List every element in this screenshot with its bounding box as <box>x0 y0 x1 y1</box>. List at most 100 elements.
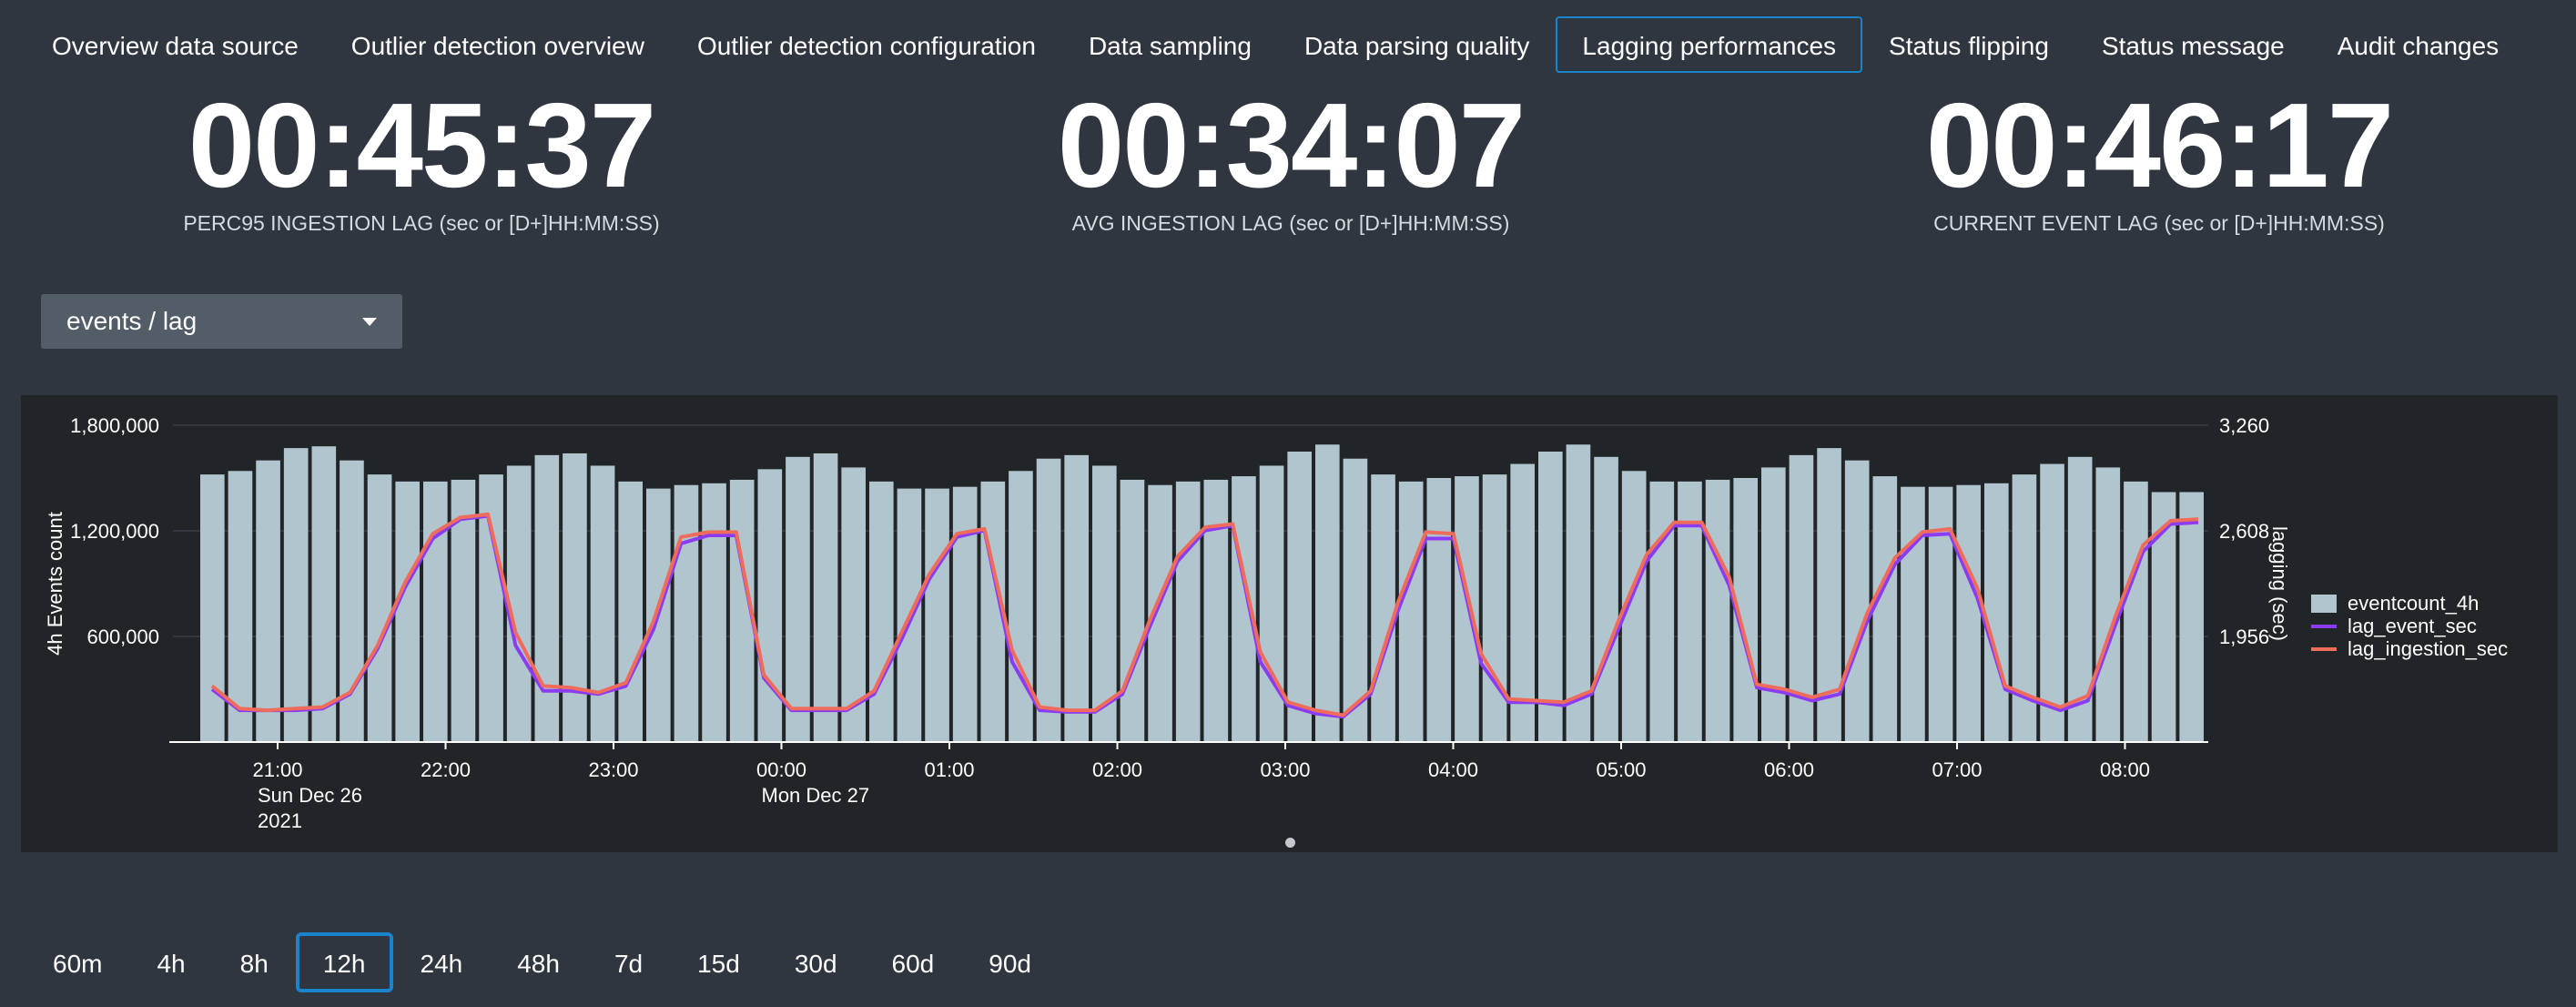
bar-eventcount <box>1259 465 1284 742</box>
bar-eventcount <box>1455 476 1479 742</box>
kpi-current-event-lag: 00:46:17 CURRENT EVENT LAG (sec or [D+]H… <box>1795 82 2523 237</box>
bar-eventcount <box>952 486 978 742</box>
range-24h-button[interactable]: 24h <box>420 950 463 978</box>
tab-data-sampling[interactable]: Data sampling <box>1088 32 1252 60</box>
bar-eventcount <box>1287 452 1312 742</box>
y-tick-label: 1,200,000 <box>70 520 159 543</box>
legend-item-lag-ingestion[interactable]: lag_ingestion_sec <box>2311 637 2508 660</box>
bar-eventcount <box>1649 481 1675 742</box>
y2-tick-label: 2,608 <box>2219 520 2269 543</box>
kpi-label: CURRENT EVENT LAG (sec or [D+]HH:MM:SS) <box>1933 211 2385 235</box>
bar-eventcount <box>1398 481 1424 742</box>
legend-label: eventcount_4h <box>2348 592 2480 615</box>
bar-eventcount <box>1482 474 1507 742</box>
bar-eventcount <box>423 481 448 742</box>
bar-eventcount <box>813 453 838 742</box>
range-12h-button[interactable]: 12h <box>295 932 393 992</box>
y-tick-label: 1,800,000 <box>70 414 159 437</box>
range-90d-button[interactable]: 90d <box>989 950 1031 978</box>
chevron-down-icon <box>362 317 377 326</box>
range-60d-button[interactable]: 60d <box>891 950 935 978</box>
bar-eventcount <box>1120 479 1145 742</box>
x-tick-label: 01:00 <box>924 758 974 781</box>
x-tick-label: 02:00 <box>1092 758 1142 781</box>
bar-eventcount <box>1705 479 1730 742</box>
bar-eventcount <box>869 481 894 742</box>
bar-eventcount <box>618 481 643 742</box>
legend-item-lag-event[interactable]: lag_event_sec <box>2311 615 2508 637</box>
x-tick-label: 22:00 <box>421 758 471 781</box>
bar-eventcount <box>1928 486 1953 742</box>
y2-tick-label: 1,956 <box>2219 626 2269 648</box>
bar-eventcount <box>200 474 225 742</box>
tab-outlier-detection-overview[interactable]: Outlier detection overview <box>350 32 644 60</box>
y2-axis-title: lagging (sec) <box>2268 526 2291 641</box>
bar-eventcount <box>2179 492 2204 742</box>
tab-status-message[interactable]: Status message <box>2101 32 2285 60</box>
kpi-label: PERC95 INGESTION LAG (sec or [D+]HH:MM:S… <box>183 211 660 235</box>
kpi-value: 00:34:07 <box>1057 78 1526 212</box>
time-range-selector: 60m 4h 8h 12h 24h 48h 7d 15d 30d 60d 90d <box>25 932 1059 992</box>
legend-label: lag_ingestion_sec <box>2348 637 2509 660</box>
x-tick-label: 08:00 <box>2100 758 2150 781</box>
bar-eventcount <box>311 446 337 742</box>
range-15d-button[interactable]: 15d <box>697 950 740 978</box>
range-7d-button[interactable]: 7d <box>614 950 644 978</box>
bar-eventcount <box>256 460 280 742</box>
bar-eventcount <box>1510 463 1535 742</box>
bar-eventcount <box>786 456 810 742</box>
tab-data-parsing-quality[interactable]: Data parsing quality <box>1303 32 1530 60</box>
range-4h-button[interactable]: 4h <box>157 950 186 978</box>
bar-eventcount <box>757 469 783 742</box>
tab-audit-changes[interactable]: Audit changes <box>2337 32 2500 60</box>
bar-eventcount <box>1761 467 1786 742</box>
y-axis-title: 4h Events count <box>44 512 66 656</box>
bar-eventcount <box>925 488 949 742</box>
chart-mode-dropdown[interactable]: events / lag <box>41 294 402 349</box>
bar-eventcount <box>340 460 364 742</box>
tab-status-flipping[interactable]: Status flipping <box>1889 32 2049 60</box>
bar-eventcount <box>506 465 532 742</box>
tab-overview-data-source[interactable]: Overview data source <box>52 32 299 60</box>
bar-eventcount <box>2095 467 2121 742</box>
x-tick-date: Sun Dec 26 <box>258 784 362 807</box>
dropdown-selected-value: events / lag <box>66 307 198 335</box>
kpi-value: 00:45:37 <box>188 78 656 212</box>
bar-eventcount <box>283 448 309 742</box>
range-30d-button[interactable]: 30d <box>794 950 837 978</box>
bar-eventcount <box>1844 460 1870 742</box>
bar-eventcount <box>1901 486 1925 742</box>
bar-eventcount <box>1371 474 1395 742</box>
lag-chart-panel: 1,800,000 1,200,000 600,000 3,260 2,608 1,956… <box>21 395 2558 852</box>
bar-eventcount <box>1538 452 1563 742</box>
y2-tick-label: 3,260 <box>2219 414 2269 437</box>
kpi-label: AVG INGESTION LAG (sec or [D+]HH:MM:SS) <box>1071 211 1510 235</box>
bar-eventcount <box>479 474 503 742</box>
y-tick-label: 600,000 <box>86 626 159 648</box>
bar-eventcount <box>1009 471 1033 742</box>
legend-label: lag_event_sec <box>2348 615 2477 637</box>
range-48h-button[interactable]: 48h <box>517 950 560 978</box>
bar-eventcount <box>563 453 587 742</box>
bar-eventcount <box>1064 454 1089 742</box>
range-60m-button[interactable]: 60m <box>53 950 103 978</box>
range-8h-button[interactable]: 8h <box>239 950 269 978</box>
bar-eventcount <box>1036 458 1061 742</box>
bar-eventcount <box>2124 481 2148 742</box>
tab-outlier-detection-configuration[interactable]: Outlier detection configuration <box>696 32 1036 60</box>
bar-eventcount <box>1426 478 1452 742</box>
tab-lagging-performances[interactable]: Lagging performances <box>1556 16 1863 73</box>
legend-item-eventcount[interactable]: eventcount_4h <box>2311 592 2508 615</box>
bar-eventcount <box>1203 479 1229 742</box>
bar-eventcount <box>1956 484 1981 742</box>
series-line-lag-event <box>210 514 2199 719</box>
x-tick-label: 04:00 <box>1428 758 1478 781</box>
x-tick-year: 2021 <box>258 809 302 832</box>
bar-eventcount <box>1594 456 1618 742</box>
kpi-value: 00:46:17 <box>1925 78 2394 212</box>
chart-legend: eventcount_4h lag_event_sec lag_ingestio… <box>2311 592 2508 660</box>
bar-eventcount <box>534 454 560 742</box>
x-tick-label: 06:00 <box>1764 758 1814 781</box>
bar-eventcount <box>590 465 615 742</box>
pager-dot[interactable] <box>1285 838 1295 848</box>
